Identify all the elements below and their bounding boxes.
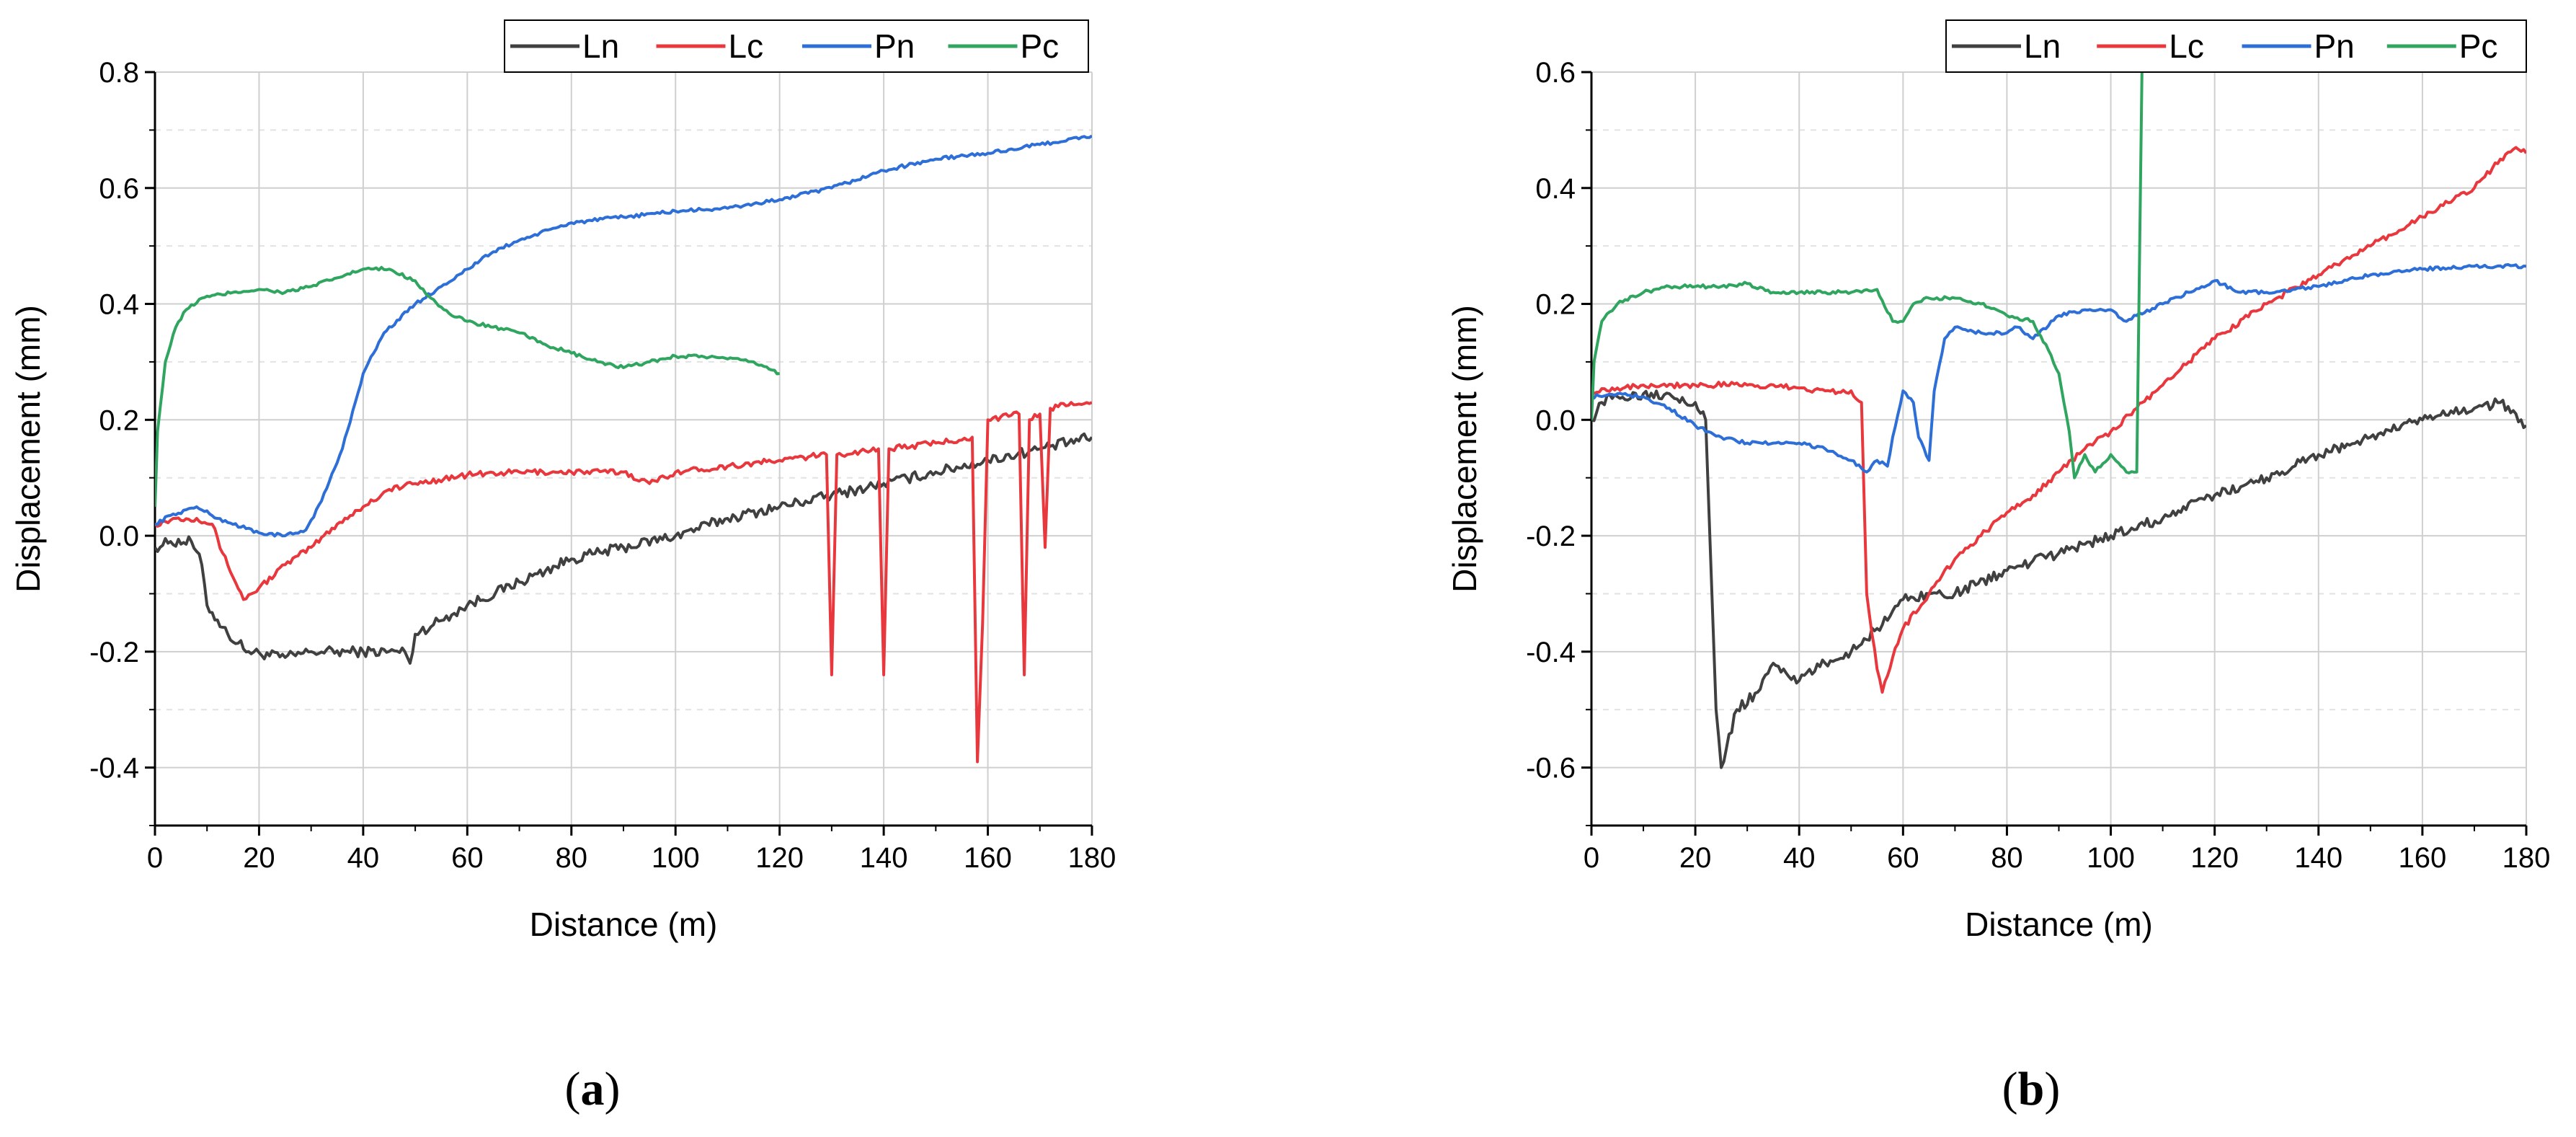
legend-label-pc: Pc	[1021, 27, 1060, 65]
panel-label-close-paren: )	[605, 1063, 621, 1115]
panel-label-letter: b	[2018, 1063, 2045, 1115]
y-tick-label: -0.2	[89, 637, 139, 668]
x-tick-label: 60	[1887, 842, 1919, 874]
legend-label-pc: Pc	[2459, 27, 2498, 65]
x-tick-label: 60	[451, 842, 484, 874]
x-tick-label: 120	[755, 842, 804, 874]
legend-label-lc: Lc	[2169, 27, 2204, 65]
y-tick-label: 0.6	[1535, 57, 1576, 89]
x-tick-label: 100	[652, 842, 700, 874]
x-tick-label: 120	[2190, 842, 2239, 874]
panel-label-letter: a	[581, 1063, 605, 1115]
legend-label-pn: Pn	[2314, 27, 2355, 65]
y-tick-label: -0.4	[1526, 637, 1576, 668]
y-tick-label: -0.2	[1526, 521, 1576, 552]
x-tick-label: 80	[1991, 842, 2023, 874]
x-axis-title: Distance (m)	[530, 906, 718, 943]
x-tick-label: 100	[2087, 842, 2135, 874]
y-tick-label: 0.4	[99, 289, 139, 321]
x-tick-label: 140	[860, 842, 908, 874]
panel-label-close-paren: )	[2044, 1063, 2060, 1115]
series-line-pn	[1591, 263, 2526, 474]
x-tick-label: 80	[556, 842, 588, 874]
x-tick-label: 160	[2399, 842, 2447, 874]
series-line-lc	[1591, 146, 2526, 694]
legend-label-pn: Pn	[874, 27, 915, 65]
legend-label-lc: Lc	[729, 27, 764, 65]
series-line-pc	[155, 265, 780, 507]
x-tick-label: 140	[2294, 842, 2342, 874]
chart-panel-b: 0 20 40 60 80 100 120 140 160 180 -0.6 -0.4 -0.2 0.0 0…	[1446, 19, 2551, 1115]
panel-label-open-paren: (	[2002, 1063, 2018, 1115]
x-tick-label: 40	[347, 842, 380, 874]
y-tick-label: 0.6	[99, 173, 139, 205]
panel-label-open-paren: (	[565, 1063, 581, 1115]
x-tick-label: 180	[2502, 842, 2551, 874]
y-tick-label: 0.0	[99, 521, 139, 552]
series-line-ln	[155, 432, 1092, 665]
y-tick-label: 0.2	[99, 404, 139, 436]
series-line-pn	[155, 134, 1092, 538]
x-tick-label: 20	[1679, 842, 1712, 874]
series-line-pc	[1591, 71, 2144, 479]
y-tick-label: -0.6	[1526, 753, 1576, 784]
series-line-ln	[1591, 389, 2526, 769]
y-axis-title: Displacement (mm)	[9, 305, 47, 593]
y-tick-label: -0.4	[89, 753, 139, 784]
x-tick-label: 0	[147, 842, 163, 874]
legend-label-ln: Ln	[582, 27, 619, 65]
x-tick-label: 160	[964, 842, 1012, 874]
y-tick-label: 0.0	[1535, 404, 1576, 436]
x-tick-label: 20	[243, 842, 275, 874]
y-tick-label: 0.4	[1535, 173, 1576, 205]
panel-label: (b)	[2002, 1063, 2061, 1115]
y-tick-label: 0.2	[1535, 289, 1576, 321]
x-tick-label: 40	[1783, 842, 1816, 874]
y-tick-label: 0.8	[99, 57, 139, 89]
x-axis-title: Distance (m)	[1965, 906, 2153, 943]
legend-label-ln: Ln	[2024, 27, 2061, 65]
x-tick-label: 0	[1584, 842, 1599, 874]
chart-panel-a: 0 20 40 60 80 100 120 140 160 180 -0.4 -0.2 0.0 0.2 0.…	[9, 19, 1116, 1115]
y-axis-title: Displacement (mm)	[1446, 305, 1483, 593]
x-tick-label: 180	[1068, 842, 1116, 874]
panel-label: (a)	[565, 1063, 621, 1115]
series-line-lc	[155, 401, 1092, 764]
